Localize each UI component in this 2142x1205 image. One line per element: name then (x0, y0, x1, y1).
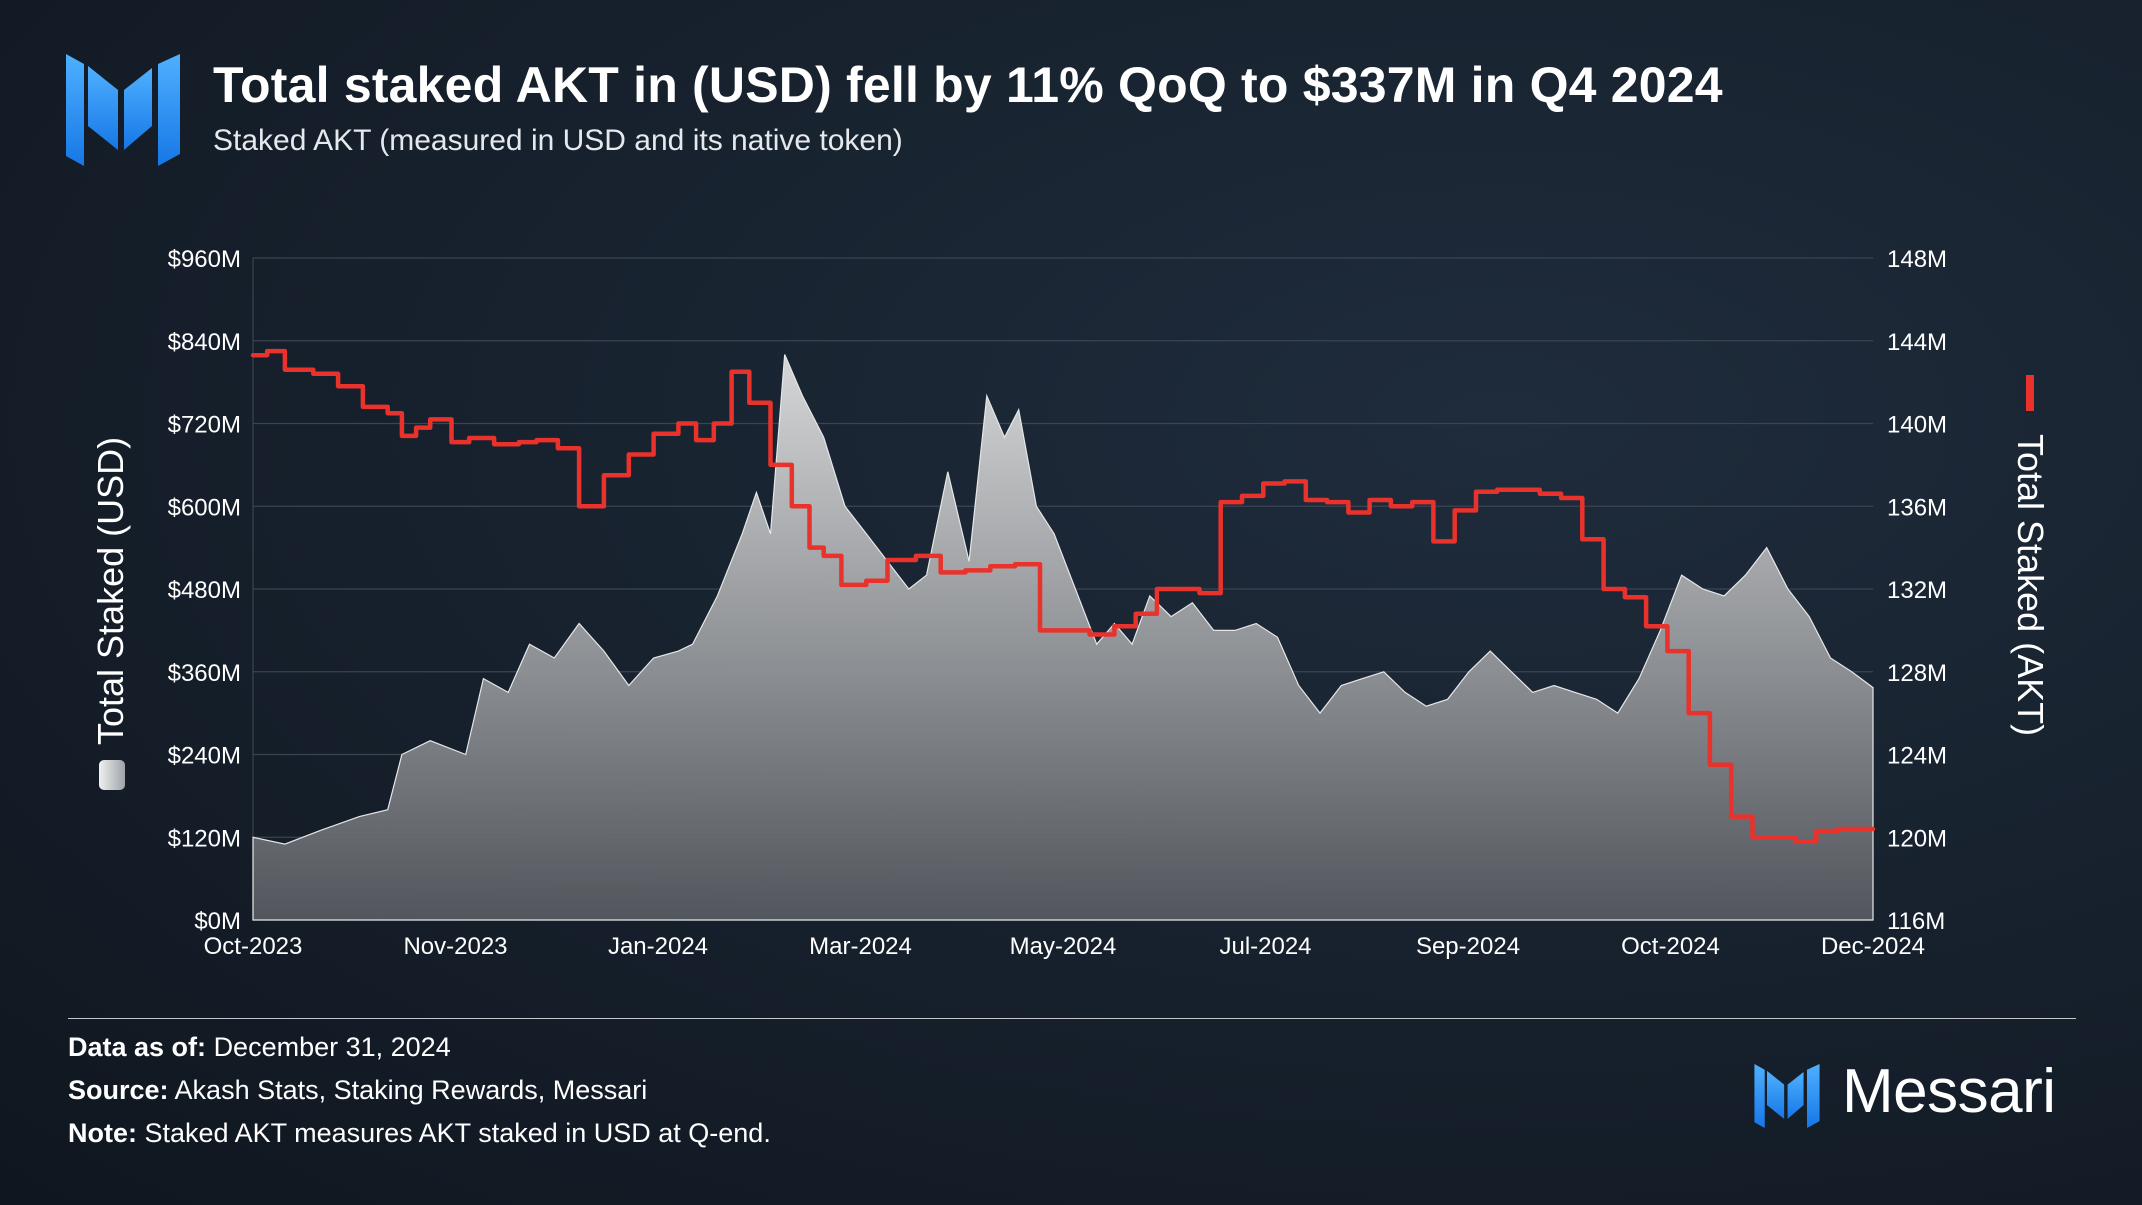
akt-line-series (250, 348, 1876, 844)
data-as-of-label: Data as of: (68, 1032, 207, 1062)
y-right-tick-label: 132M (1887, 577, 1947, 604)
x-tick-label: Jan-2024 (608, 933, 708, 960)
y-left-tick-label: $840M (168, 329, 241, 356)
staked-akt-chart: $0M 116M $120M 120M $240M 124M $360M 128M $480M 1… (90, 246, 2051, 960)
x-tick-label: Oct-2024 (1621, 933, 1720, 960)
x-tick-label: Oct-2023 (204, 933, 303, 960)
data-as-of-value: December 31, 2024 (213, 1032, 451, 1062)
akt-legend-swatch (2026, 375, 2034, 411)
brand-name: Messari (1842, 1057, 2056, 1126)
y-left-tick-label: $600M (168, 494, 241, 521)
y-left-label-group: Total Staked (USD) (90, 437, 131, 790)
brand-lockup: Messari (1754, 1057, 2056, 1131)
x-tick-label: Mar-2024 (809, 933, 912, 960)
akt-series-layer (250, 348, 1876, 844)
y-left-tick-label: $720M (168, 412, 241, 439)
y-right-tick-label: 116M (1887, 908, 1945, 935)
source-line: Source: Akash Stats, Staking Rewards, Me… (68, 1075, 647, 1106)
usd-legend-swatch (99, 760, 125, 790)
x-tick-label: Nov-2023 (403, 933, 507, 960)
y-right-tick-label: 140M (1887, 412, 1947, 439)
x-tick-label: Jul-2024 (1219, 933, 1311, 960)
y-right-label: Total Staked (AKT) (2010, 434, 2051, 736)
x-tick-label: May-2024 (1010, 933, 1117, 960)
source-value: Akash Stats, Staking Rewards, Messari (174, 1075, 648, 1105)
y-left-tick-label: $360M (168, 660, 241, 687)
messari-logo-icon (66, 54, 180, 166)
y-right-tick-label: 124M (1887, 743, 1947, 770)
note-line: Note: Staked AKT measures AKT staked in … (68, 1118, 771, 1149)
y-left-label: Total Staked (USD) (90, 437, 131, 745)
footer-divider (68, 1018, 1076, 1019)
y-right-label-group: Total Staked (AKT) (2010, 375, 2051, 736)
data-as-of-line: Data as of: December 31, 2024 (68, 1032, 451, 1063)
y-right-tick-label: 120M (1887, 825, 1947, 852)
messari-logo-icon (1754, 1063, 1820, 1128)
note-label: Note: (68, 1118, 137, 1148)
x-tick-label: Sep-2024 (1416, 933, 1520, 960)
y-left-tick-label: $480M (168, 577, 241, 604)
y-right-tick-label: 136M (1887, 494, 1947, 521)
y-left-tick-label: $240M (168, 743, 241, 770)
chart-title: Total staked AKT in (USD) fell by 11% Qo… (213, 57, 1723, 113)
usd-series-layer (252, 354, 1874, 921)
y-left-tick-label: $120M (168, 825, 241, 852)
y-left-tick-label: $0M (194, 908, 241, 935)
axes-layer: $0M 116M $120M 120M $240M 124M $360M 128M $480M 1… (168, 246, 1947, 960)
x-tick-label: Dec-2024 (1821, 933, 1925, 960)
footer-divider-right (1076, 1018, 2076, 1019)
y-right-tick-label: 144M (1887, 329, 1947, 356)
y-right-tick-label: 148M (1887, 246, 1947, 273)
chart-subtitle: Staked AKT (measured in USD and its nati… (213, 124, 903, 157)
usd-area-series (252, 354, 1874, 921)
y-right-tick-label: 128M (1887, 660, 1947, 687)
y-left-tick-label: $960M (168, 246, 241, 273)
source-label: Source: (68, 1075, 169, 1105)
note-value: Staked AKT measures AKT staked in USD at… (144, 1118, 771, 1148)
